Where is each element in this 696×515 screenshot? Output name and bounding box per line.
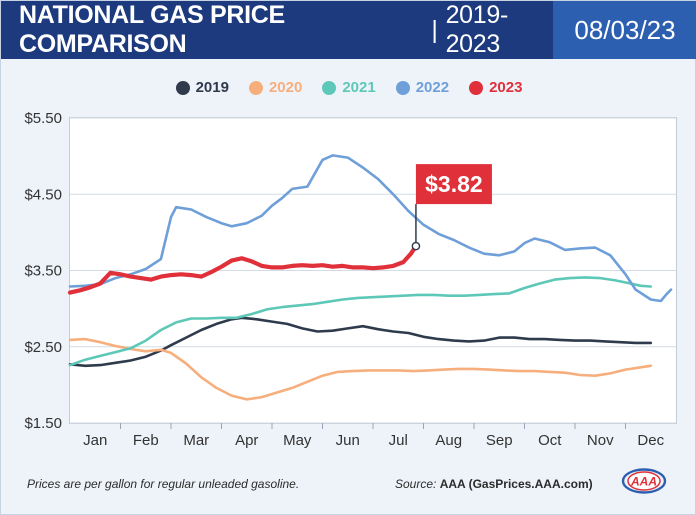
footnote: Prices are per gallon for regular unlead… — [27, 477, 300, 491]
legend: 2019 2020 2021 2022 2023 — [1, 79, 696, 96]
line-chart: $5.50 $4.50 $3.50 $2.50 $1.50 Jan Feb Mar Apr May… — [24, 110, 676, 449]
legend-item-2023: 2023 — [469, 79, 522, 96]
x-tick-label: Aug — [435, 432, 462, 449]
series-line-2019 — [68, 316, 653, 368]
x-tick-label: Apr — [235, 432, 258, 449]
y-tick-label: $5.50 — [24, 110, 62, 127]
legend-item-2019: 2019 — [175, 79, 229, 96]
chart-title: NATIONAL GAS PRICE COMPARISON — [19, 1, 285, 58]
source-value: AAA (GasPrices.AAA.com) — [439, 477, 593, 491]
source-note: Source: AAA (GasPrices.AAA.com) — [395, 477, 593, 491]
x-tick-label: May — [283, 432, 312, 449]
header: NATIONAL GAS PRICE COMPARISON | 2019-202… — [1, 1, 696, 59]
legend-swatch — [175, 80, 190, 95]
callout-marker — [411, 241, 421, 251]
legend-swatch — [469, 80, 484, 95]
x-tick-label: Nov — [587, 432, 614, 449]
y-tick-label: $2.50 — [24, 339, 62, 356]
legend-label: 2023 — [489, 79, 523, 96]
y-tick-label: $1.50 — [24, 415, 62, 432]
legend-item-2020: 2020 — [248, 79, 303, 96]
y-tick-label: $4.50 — [24, 186, 62, 203]
logo-text: AAA — [630, 475, 657, 489]
series-line-2023 — [67, 244, 418, 295]
series-line-2021 — [68, 276, 653, 367]
legend-label: 2020 — [268, 79, 303, 96]
x-tick-label: Sep — [486, 432, 513, 449]
x-tick-label: Oct — [538, 432, 562, 449]
date-badge: 08/03/23 — [553, 1, 696, 59]
legend-swatch — [395, 80, 410, 95]
x-tick-label: Dec — [637, 432, 664, 449]
callout-label: $3.82 — [425, 171, 483, 197]
title-banner: NATIONAL GAS PRICE COMPARISON | 2019-202… — [1, 1, 553, 59]
callout-box — [415, 164, 492, 205]
aaa-logo-icon: AAA — [621, 468, 667, 494]
series-line-2022 — [68, 154, 673, 303]
legend-label: 2022 — [415, 79, 450, 96]
x-tick-label: Feb — [133, 432, 159, 449]
x-tick-label: Jan — [83, 432, 107, 449]
x-tick-label: Jul — [389, 432, 408, 449]
legend-swatch — [322, 80, 337, 95]
legend-label: 2019 — [195, 79, 229, 96]
title-separator: | — [431, 15, 438, 44]
x-tick-label: Jun — [336, 432, 360, 449]
y-tick-label: $3.50 — [24, 263, 62, 280]
x-tick-label: Mar — [183, 432, 209, 449]
source-label: Source: — [395, 477, 437, 491]
series-line-2020 — [68, 337, 653, 401]
legend-swatch — [248, 80, 263, 95]
date-label: 08/03/23 — [574, 14, 676, 45]
legend-label: 2021 — [342, 79, 376, 96]
chart-years: 2019-2023 — [445, 1, 509, 58]
legend-item-2022: 2022 — [395, 79, 450, 96]
legend-item-2021: 2021 — [322, 79, 376, 96]
